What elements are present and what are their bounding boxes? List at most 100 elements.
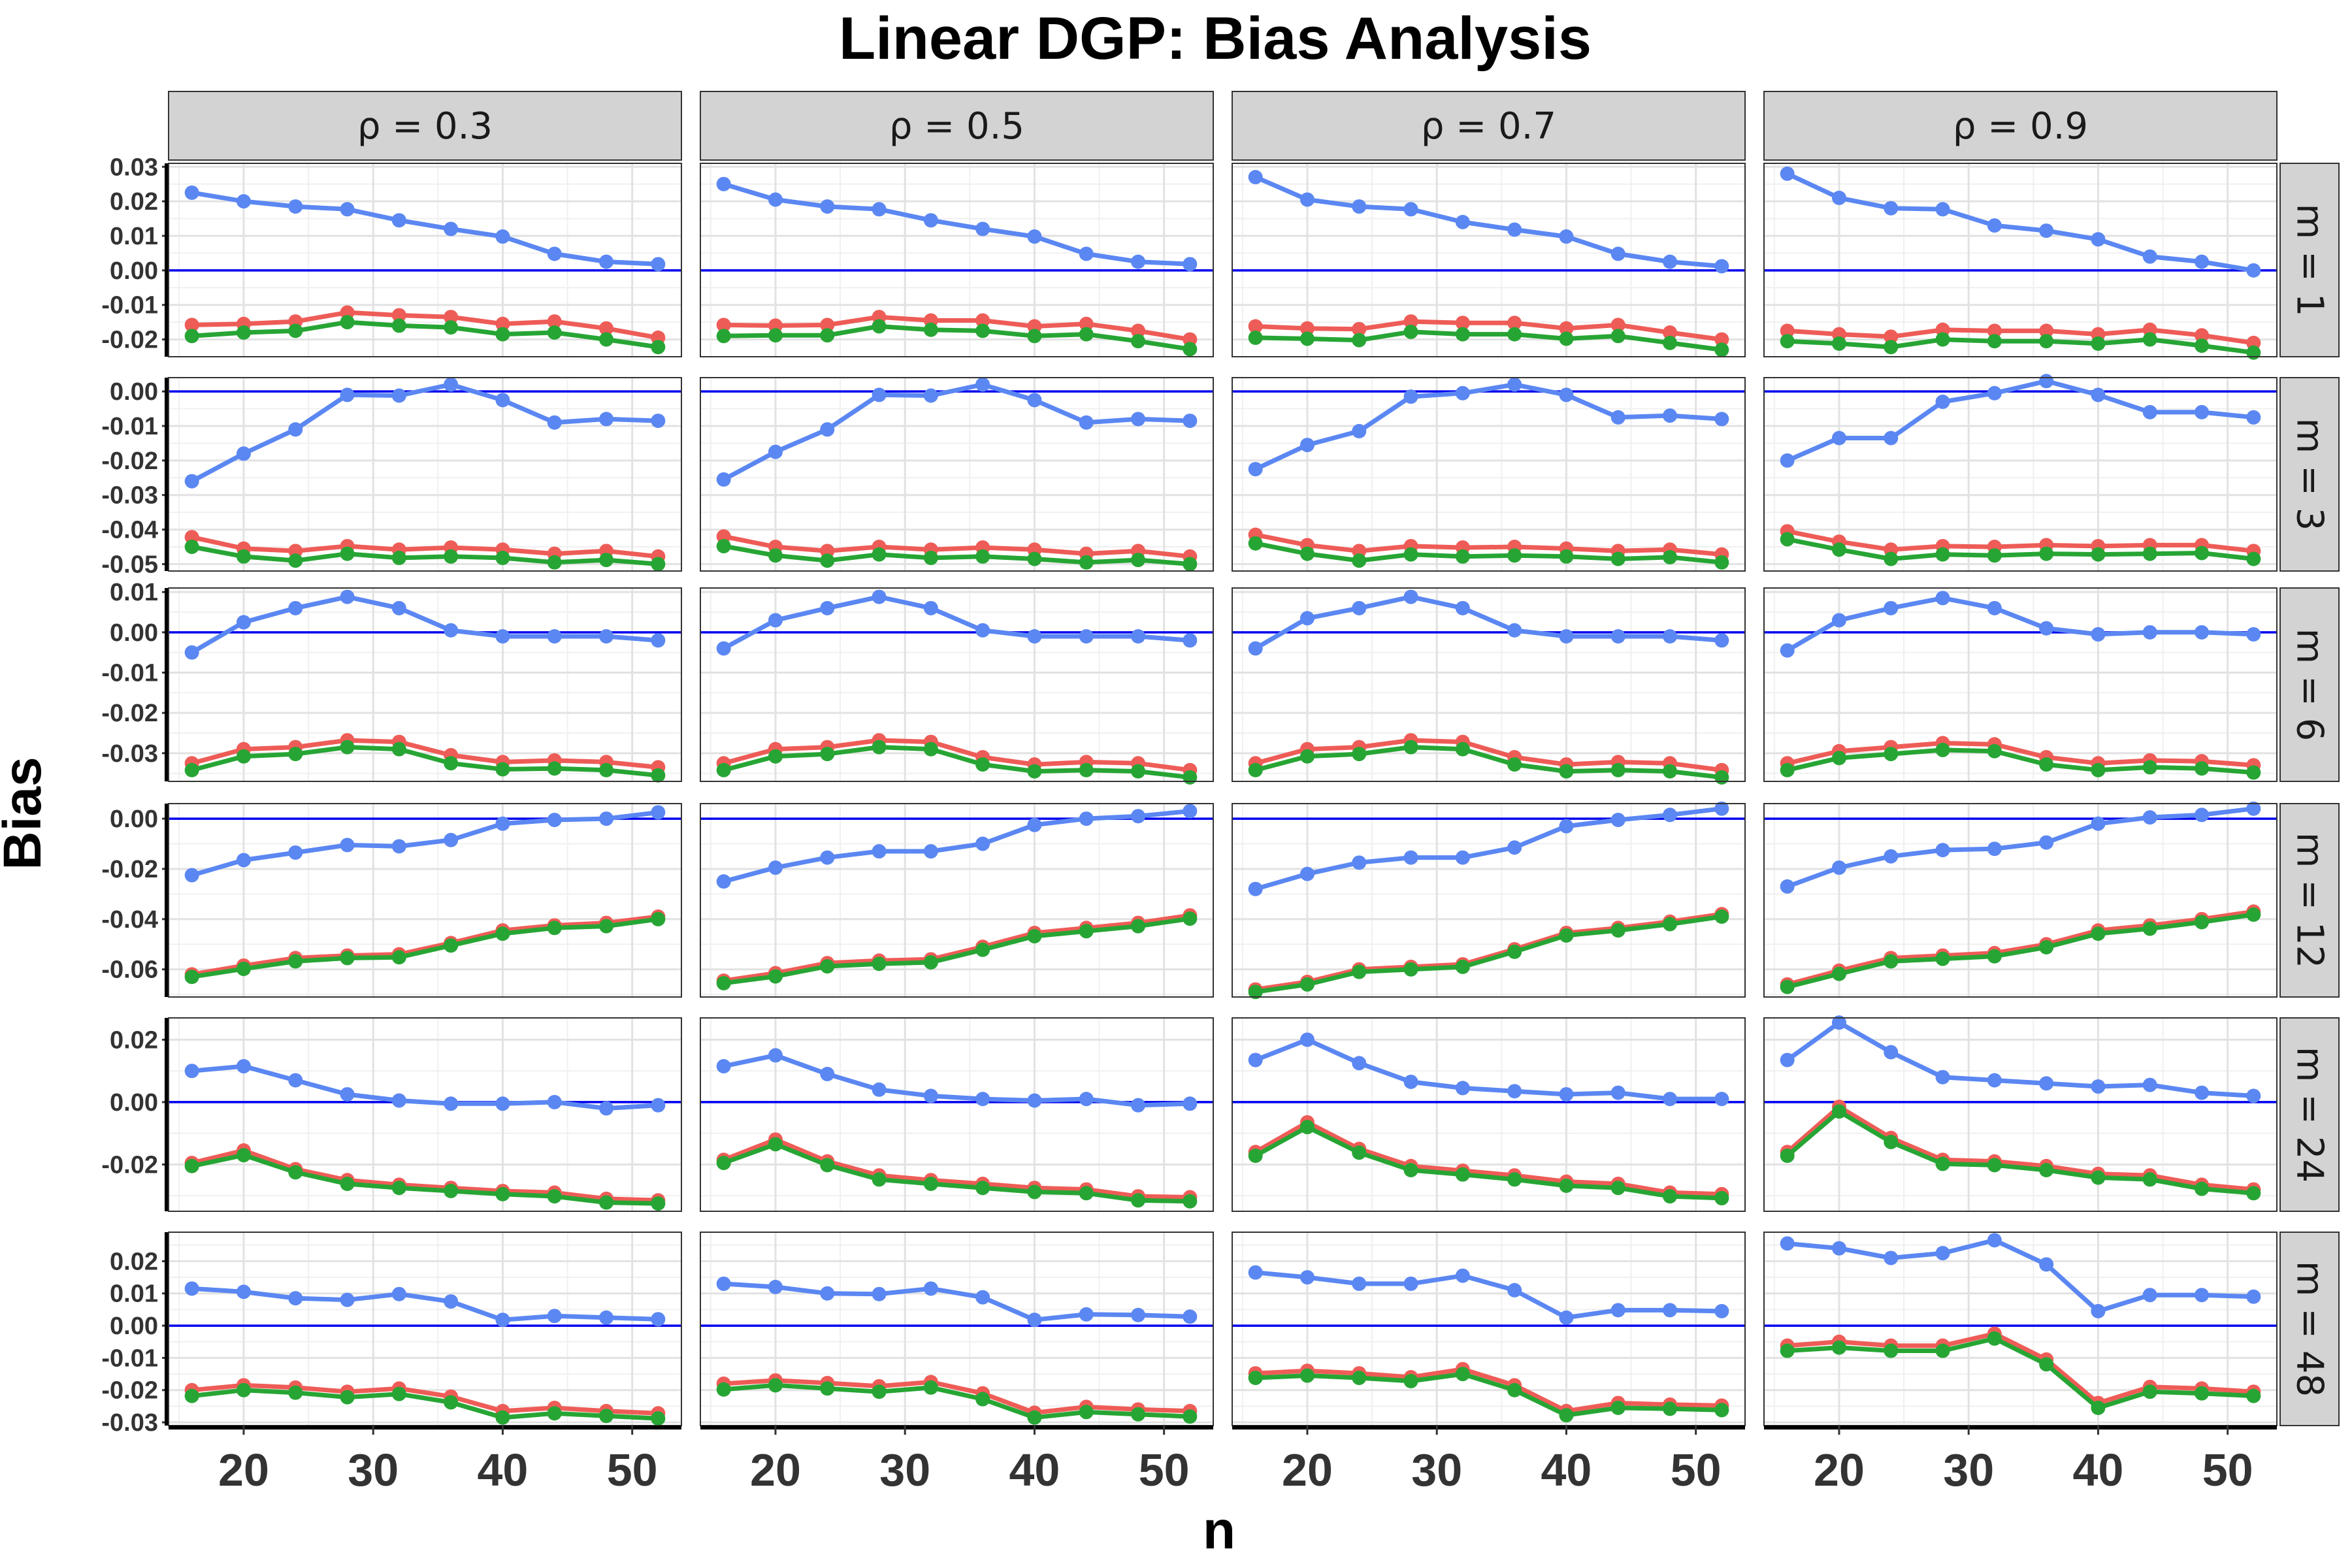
data-point-blue (1352, 600, 1367, 615)
data-point-green (1131, 553, 1146, 568)
data-point-blue (2039, 223, 2054, 238)
data-point-green (1455, 1167, 1470, 1182)
data-point-green (872, 1384, 887, 1399)
data-point-green (1831, 751, 1846, 766)
panel-border (168, 1017, 682, 1212)
data-point-blue (1559, 1086, 1574, 1102)
data-point-green (820, 747, 835, 762)
data-point-blue (2195, 1085, 2210, 1100)
data-point-green (2195, 546, 2210, 561)
x-axis-title: n (1203, 1501, 1235, 1560)
data-point-red (1507, 316, 1522, 331)
data-point-blue (716, 176, 731, 191)
data-point-green (288, 747, 303, 762)
facet-panel (168, 1232, 682, 1426)
data-point-blue (2195, 1288, 2210, 1303)
series-line-blue (1785, 171, 2256, 273)
data-point-blue (1248, 1265, 1263, 1280)
data-point-green (1131, 764, 1146, 779)
data-point-green (2091, 547, 2106, 562)
y-tick-label: -0.05 (101, 551, 158, 578)
data-point-blue (768, 192, 783, 207)
data-point-green (2039, 546, 2054, 561)
data-point-blue (547, 1094, 562, 1109)
data-point-green (651, 768, 666, 783)
data-point-blue (1027, 229, 1042, 244)
data-point-green (1507, 548, 1522, 563)
data-point-blue (444, 377, 459, 392)
data-point-green (1403, 547, 1418, 562)
panel-border (700, 377, 1214, 572)
data-point-green (975, 1181, 990, 1196)
data-point-blue (872, 1082, 887, 1097)
series-line-green (1785, 912, 2256, 990)
series-line-red (1785, 740, 2256, 768)
data-point-green (768, 328, 783, 343)
data-point-blue (288, 422, 303, 437)
strip-top-bg (168, 91, 682, 161)
data-point-green (1831, 336, 1846, 351)
y-tick-label: -0.03 (101, 1409, 158, 1437)
data-point-blue (651, 633, 666, 648)
data-point-green (1559, 1178, 1574, 1193)
data-point-green (1663, 764, 1678, 779)
panel-border (1763, 803, 2278, 998)
data-point-green (2039, 1162, 2054, 1177)
data-point-blue (1780, 453, 1795, 468)
data-point-blue (2246, 263, 2261, 278)
data-point-blue (1299, 192, 1315, 207)
data-point-green (1714, 909, 1729, 924)
y-tick-label: -0.02 (101, 448, 158, 475)
data-point-green (547, 325, 562, 340)
series-line-blue (721, 182, 1192, 267)
data-point-blue (1299, 866, 1315, 881)
data-point-blue (2091, 627, 2106, 642)
data-point-green (1935, 951, 1950, 966)
series-line-green (1785, 1109, 2256, 1196)
data-point-green (1559, 549, 1574, 564)
series-line-blue (189, 1286, 661, 1322)
data-point-blue (1455, 600, 1470, 615)
data-point-blue (391, 1286, 406, 1301)
strip-right-bg (2279, 377, 2340, 572)
data-point-blue (1248, 881, 1263, 896)
data-point-blue (1935, 395, 1950, 409)
data-point-blue (975, 836, 990, 851)
data-point-blue (444, 623, 459, 638)
panel-bg (169, 1018, 681, 1211)
data-point-blue (975, 623, 990, 638)
data-point-blue (236, 194, 251, 209)
series-line-blue (1253, 1270, 1724, 1320)
facet-panel (168, 163, 682, 357)
data-point-green (2195, 338, 2210, 353)
data-point-blue (547, 812, 562, 827)
data-point-blue (1507, 840, 1522, 855)
y-tick-label: 0.00 (110, 806, 158, 833)
data-point-blue (184, 645, 199, 660)
data-point-green (1507, 327, 1522, 342)
data-point-green (1987, 334, 2002, 349)
data-point-green (1455, 549, 1470, 564)
data-point-blue (391, 213, 406, 228)
data-point-blue (923, 844, 938, 859)
panel-bg (1232, 378, 1745, 571)
series-line-green (1253, 1371, 1724, 1418)
data-point-blue (599, 254, 614, 269)
x-tick-label: 30 (348, 1445, 399, 1495)
data-point-blue (1831, 1241, 1846, 1256)
data-point-blue (599, 811, 614, 826)
series-line-green (1785, 337, 2256, 355)
y-tick-label: 0.00 (110, 257, 158, 285)
data-point-green (2039, 334, 2054, 349)
data-point-green (2246, 765, 2261, 780)
data-point-green (1079, 1405, 1094, 1420)
data-point-green (236, 961, 251, 976)
data-point-blue (820, 850, 835, 865)
data-point-blue (1780, 166, 1795, 181)
data-point-red (1559, 321, 1574, 336)
data-point-blue (1935, 591, 1950, 606)
data-point-green (1455, 959, 1470, 974)
data-point-blue (2246, 627, 2261, 642)
data-point-green (1079, 1186, 1094, 1201)
